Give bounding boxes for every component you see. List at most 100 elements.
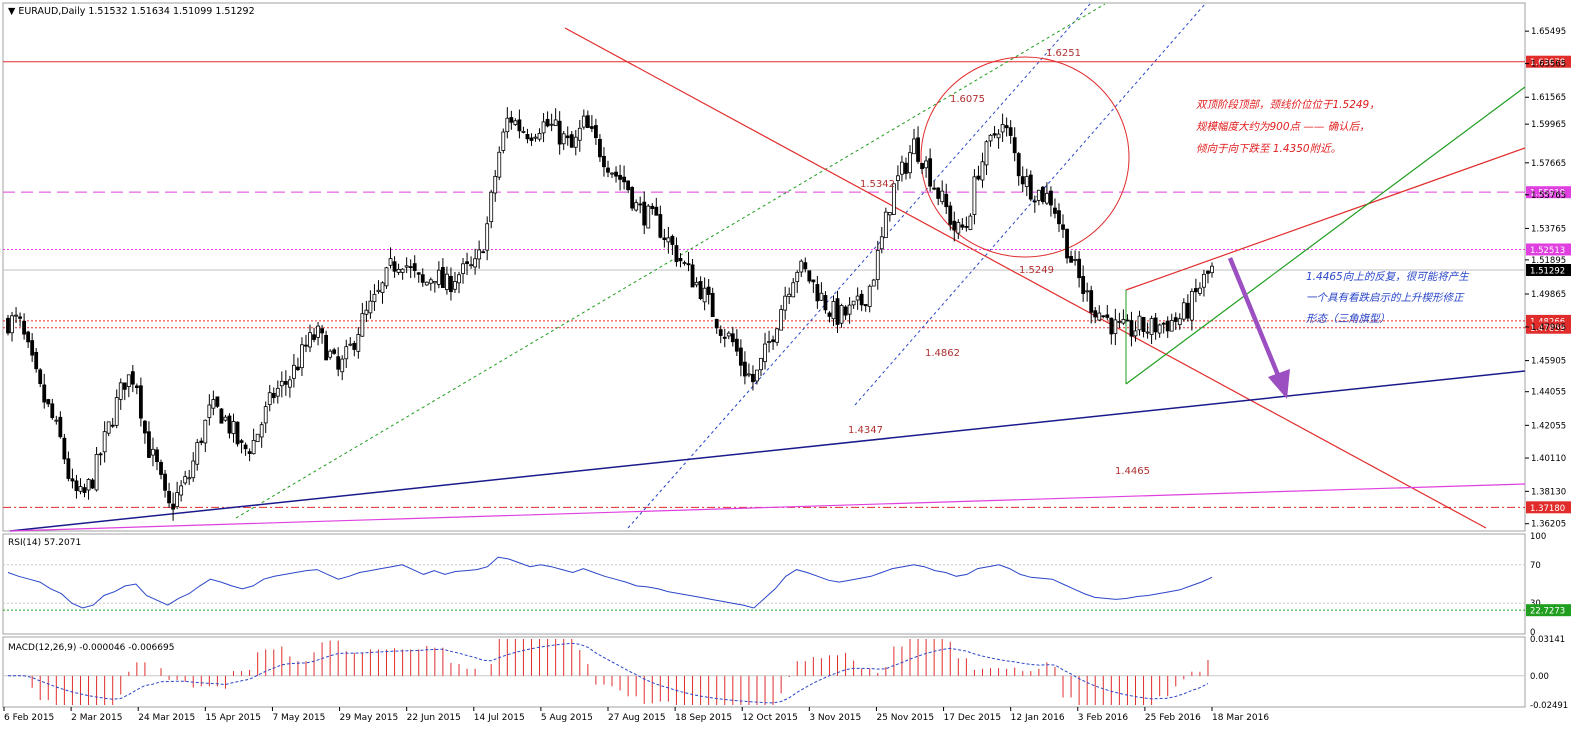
candle-body [481,251,486,254]
candle-body [54,419,59,422]
candle-body [90,479,95,489]
annotation-line: 规模幅度大约为900点 —— 确认后， [1196,121,1370,133]
candle-body [827,312,832,317]
candle-body [94,454,99,491]
level-price-label: 1.52513 [1530,246,1565,256]
candle-body [1157,324,1162,334]
time-tick-label: 18 Mar 2016 [1212,713,1269,723]
candle-body [106,421,111,434]
candle-body [312,334,316,340]
candle-body [734,338,739,352]
candle-body [505,117,510,133]
green-dotted-trend [235,3,1106,519]
price-axis: 1.636781.559191.525131.512921.482661.478… [1525,27,1571,530]
candle-body [416,272,421,275]
candle-body [465,261,469,264]
candle-body [787,293,792,297]
candle-body [449,275,453,293]
price-tick-label: 1.40110 [1531,454,1566,464]
candle-body [875,249,880,281]
candle-body [646,205,651,229]
annotation-line: 双顶阶段顶部，颈线价位位于1.5249， [1196,99,1380,111]
candle-body [50,403,55,418]
candle-body [964,226,969,228]
candle-body [134,385,139,389]
candle-body [1173,317,1178,322]
candle-body [996,133,1001,139]
time-tick-label: 6 Feb 2015 [4,713,54,723]
macd-tick-label: 0.03141 [1530,635,1565,645]
chart-title: ▼ EURAUD,Daily 1.51532 1.51634 1.51099 1… [8,6,255,17]
candle-body [352,343,357,350]
candle-body [243,444,248,450]
candle-body [561,133,566,145]
candle-body [247,451,252,454]
candle-body [501,131,506,151]
candle-body [300,344,304,369]
candle-body [883,211,888,239]
candle-body [867,285,872,307]
candle-body [408,266,413,268]
candle-body [159,461,163,475]
candle-body [380,282,385,293]
rsi-title: RSI(14) 57.2071 [8,538,81,548]
candle-body [610,172,614,175]
candle-body [1077,258,1082,279]
candle-body [356,334,361,352]
candle-body [710,292,715,318]
candle-body [18,316,22,319]
candle-body [1020,176,1025,185]
candle-body [215,396,220,407]
candle-body [767,341,771,343]
candle-body [811,279,816,283]
time-tick-label: 7 May 2015 [272,713,325,723]
candle-body [453,281,457,290]
price-tick-label: 1.36205 [1531,520,1566,530]
candle-body [420,274,425,283]
candle-body [328,350,333,358]
candle-body [1065,228,1069,259]
candle-body [82,487,87,493]
time-tick-label: 15 Apr 2015 [205,713,261,723]
candle-body [304,344,308,347]
candle-body [1113,319,1118,335]
macd-tick-label: -0.02491 [1530,701,1568,711]
annotation-line: 倾向于向下跌至 1.4350附近。 [1196,143,1342,155]
candle-body [513,120,518,125]
candle-body [1149,318,1154,335]
candle-body [175,492,180,508]
candle-body [332,349,337,354]
time-tick-label: 25 Feb 2016 [1145,713,1201,723]
candle-body [155,449,159,463]
candle-body [376,289,381,293]
level-price-tag [1526,263,1571,276]
candle-body [1085,290,1090,293]
candle-body [163,473,167,491]
candle-body [364,309,369,315]
rsi-level-tag [1526,604,1571,617]
candle-body [151,448,155,456]
candle-body [485,223,490,251]
price-tick-label: 1.53765 [1531,224,1566,234]
candle-body [549,123,554,126]
candle-body [392,261,397,272]
candle-body [980,161,985,181]
horizontal-levels [3,61,1525,508]
candle-body [988,134,993,142]
forecast-arrow-head [1268,369,1290,399]
candle-body [10,315,14,334]
candle-body [763,343,767,363]
candle-body [1081,276,1086,294]
candle-body [1117,321,1122,323]
navy-support-line [9,370,1526,532]
candle-body [203,419,208,444]
candle-body [690,264,695,288]
candle-body [1121,319,1126,324]
candle-body [251,440,256,455]
candle-body [171,503,175,510]
price-tick-label: 1.45905 [1531,357,1566,367]
candle-body [368,300,373,314]
candle-body [948,205,953,225]
candle-body [606,167,610,173]
candle-body [525,134,530,140]
